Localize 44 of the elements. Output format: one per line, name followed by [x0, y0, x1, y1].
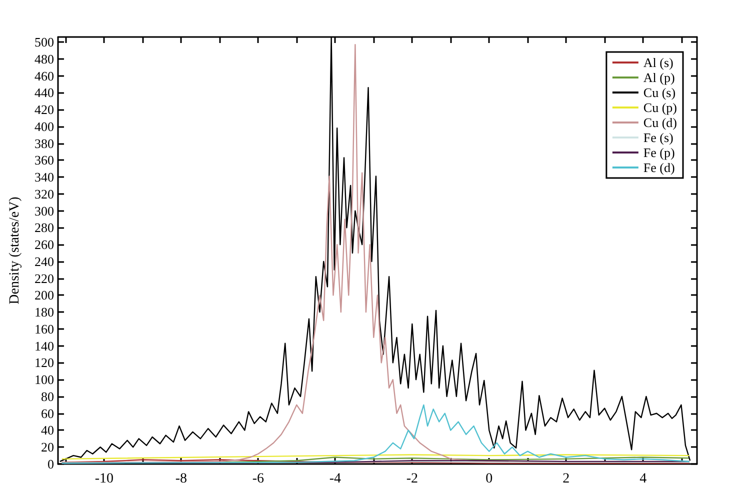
x-tick-label: -2 [406, 472, 418, 486]
legend-label: Fe (s) [643, 130, 674, 145]
y-tick-label: 200 [34, 288, 54, 303]
y-tick-label: 300 [34, 203, 54, 218]
x-tick-label: -4 [329, 472, 341, 486]
y-tick-label: 360 [34, 152, 54, 168]
y-tick-label: 400 [34, 118, 54, 134]
y-tick-label: 40 [41, 422, 54, 438]
y-tick-label: 140 [34, 338, 54, 354]
x-tick-label: 0 [486, 472, 493, 486]
y-tick-label: 80 [41, 388, 54, 404]
y-tick-label: 120 [34, 355, 54, 370]
y-tick-label: 320 [34, 186, 54, 202]
y-tick-label: 460 [34, 68, 54, 84]
y-tick-label: 420 [34, 102, 54, 118]
y-tick-label: 500 [34, 34, 54, 50]
y-tick-label: 340 [34, 170, 54, 185]
y-tick-label: 100 [34, 372, 54, 388]
y-tick-label: 380 [34, 136, 54, 151]
x-tick-label: 4 [640, 472, 647, 486]
y-axis-title: Density (states/eV) [8, 196, 22, 304]
y-tick-label: 440 [34, 85, 54, 100]
legend-label: Fe (d) [643, 160, 675, 175]
x-tick-label: -8 [175, 472, 188, 486]
y-tick-label: 260 [34, 237, 54, 252]
x-tick-label: -10 [94, 472, 114, 486]
x-tick-label: -6 [252, 472, 264, 486]
legend-label: Al (p) [643, 70, 675, 85]
legend-label: Cu (s) [643, 85, 676, 100]
y-tick-label: 180 [34, 304, 54, 320]
y-tick-label: 280 [34, 220, 54, 236]
y-tick-label: 480 [34, 51, 54, 66]
y-tick-label: 0 [48, 456, 54, 472]
y-tick-label: 20 [41, 440, 54, 455]
y-tick-label: 160 [34, 321, 54, 336]
x-tick-label: 2 [562, 472, 570, 486]
legend-label: Cu (d) [643, 115, 678, 130]
line-series [61, 404, 690, 464]
legend-label: Al (s) [643, 55, 674, 70]
y-tick-label: 60 [41, 406, 54, 421]
y-tick-label: 240 [34, 254, 54, 269]
legend-label: Fe (p) [643, 145, 675, 160]
y-tick-label: 220 [34, 270, 54, 286]
legend-label: Cu (p) [643, 100, 678, 115]
